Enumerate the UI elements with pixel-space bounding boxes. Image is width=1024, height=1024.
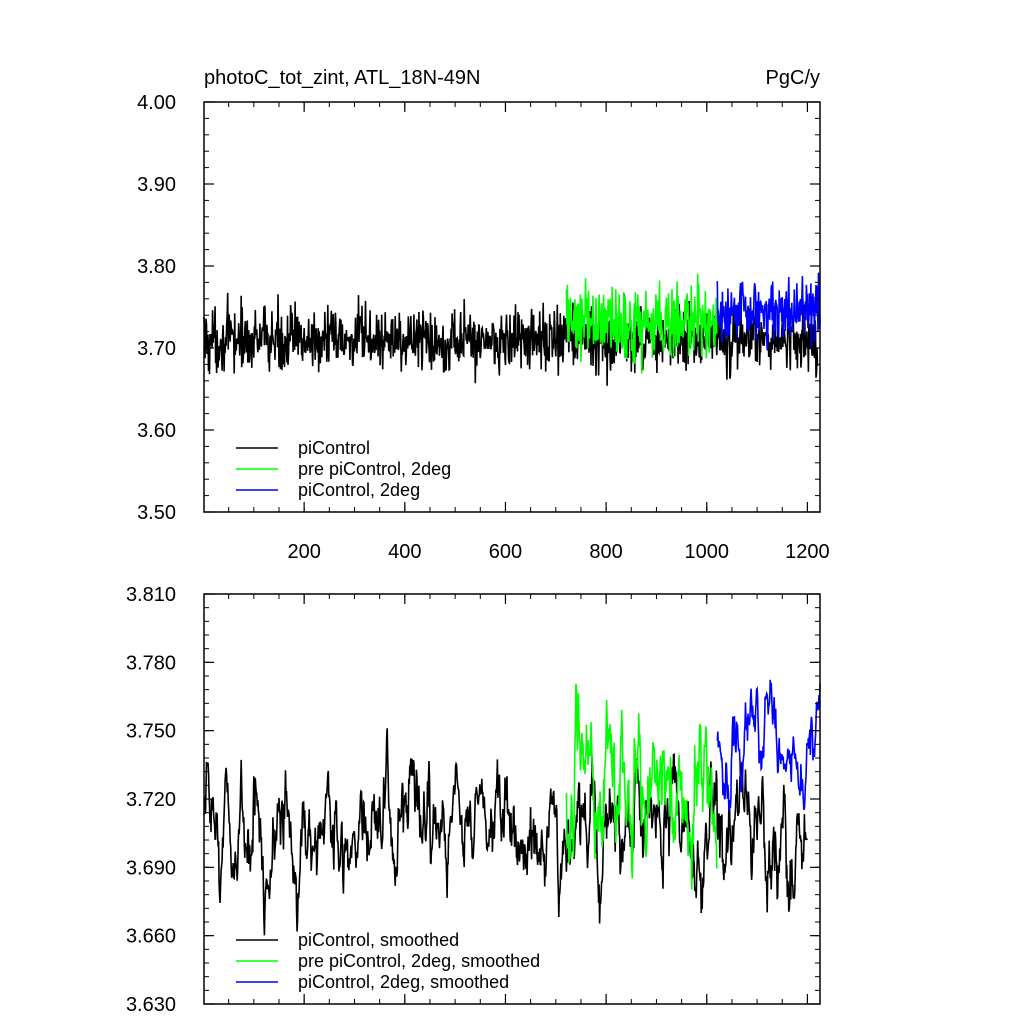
bottom-panel: 3.630 3.660 3.690 3.720 3.750 3.780 3.810 piCo…: [126, 584, 821, 1016]
x-tick-label: 400: [388, 541, 421, 563]
series-line-pre-picontrol-2deg-smoothed: [565, 683, 718, 890]
y-tick-label: 3.780: [126, 652, 176, 674]
legend-label: piControl: [298, 438, 370, 458]
y-tick-label: 3.80: [137, 256, 176, 278]
top-panel-title: photoC_tot_zint, ATL_18N-49N: [204, 67, 480, 89]
legend-label: piControl, 2deg, smoothed: [298, 972, 509, 992]
legend-label: pre piControl, 2deg: [298, 459, 451, 479]
y-tick-label: 4.00: [137, 92, 176, 114]
series-line-picontrol-2deg-smoothed: [716, 679, 821, 812]
top-panel: photoC_tot_zint, ATL_18N-49N PgC/y 3.503…: [137, 67, 830, 563]
y-tick-label: 3.750: [126, 721, 176, 743]
bottom-panel-frame: [203, 593, 821, 1005]
y-tick-label: 3.720: [126, 789, 176, 811]
x-tick-label: 1000: [685, 541, 730, 563]
x-tick-label: 200: [287, 541, 320, 563]
bottom-panel-lines: [203, 679, 821, 936]
top-panel-lines: [203, 272, 821, 386]
top-panel-ticks: 3.50 3.60 3.70 3.80 3.90 4.00 200 400 600 800 1000…: [137, 92, 830, 563]
top-panel-frame: [203, 101, 821, 513]
y-tick-label: 3.630: [126, 994, 176, 1016]
y-tick-label: 3.660: [126, 926, 176, 948]
legend-label: piControl, smoothed: [298, 930, 459, 950]
y-tick-label: 3.60: [137, 420, 176, 442]
bottom-panel-ticks: 3.630 3.660 3.690 3.720 3.750 3.780 3.810: [126, 584, 820, 1016]
series-line-pre-picontrol-2deg: [565, 273, 718, 374]
y-tick-label: 3.690: [126, 857, 176, 879]
top-panel-units: PgC/y: [766, 67, 820, 89]
series-line-picontrol-2deg: [716, 272, 821, 351]
y-tick-label: 3.70: [137, 338, 176, 360]
legend-label: piControl, 2deg: [298, 480, 420, 500]
y-tick-label: 3.50: [137, 502, 176, 524]
series-line-picontrol-smoothed: [203, 728, 809, 936]
y-tick-label: 3.90: [137, 174, 176, 196]
x-tick-label: 600: [489, 541, 522, 563]
x-tick-label: 800: [589, 541, 622, 563]
legend-label: pre piControl, 2deg, smoothed: [298, 951, 540, 971]
x-tick-label: 1200: [785, 541, 830, 563]
y-tick-label: 3.810: [126, 584, 176, 606]
